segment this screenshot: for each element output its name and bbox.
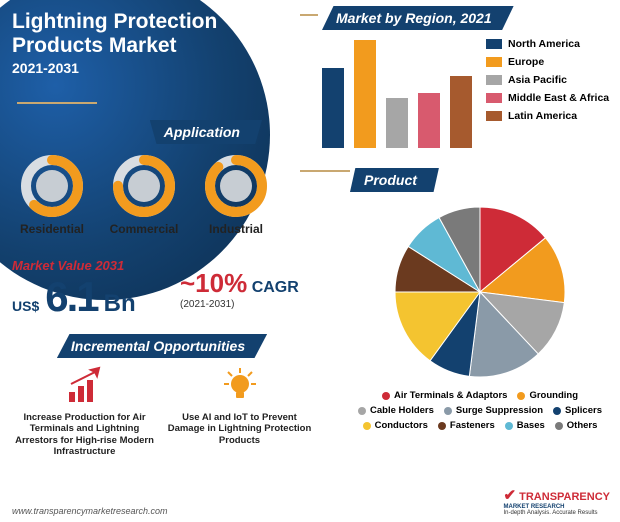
- donut-label: Commercial: [104, 222, 184, 236]
- cagr-label: CAGR: [252, 279, 299, 296]
- title-line2: Products Market: [12, 34, 217, 58]
- market-value-number: 6.1: [45, 273, 97, 321]
- title-block: Lightning Protection Products Market 202…: [12, 10, 217, 76]
- region-section: Market by Region, 2021 North America Euro…: [322, 6, 612, 148]
- opp-card-0: Increase Production for Air Terminals an…: [12, 366, 157, 458]
- product-legend-item-1: Grounding: [517, 390, 578, 401]
- donut-label: Residential: [12, 222, 92, 236]
- logo-main: TRANSPARENCY: [519, 491, 610, 503]
- region-bar-0: [322, 68, 344, 148]
- legend-label: Middle East & Africa: [508, 92, 609, 104]
- product-legend-item-8: Others: [555, 420, 598, 431]
- opp-icon: [65, 366, 105, 406]
- product-pie: [390, 202, 570, 382]
- swatch: [444, 407, 452, 415]
- opp-icon: [220, 366, 260, 406]
- swatch: [486, 75, 502, 85]
- opp-text: Use AI and IoT to Prevent Damage in Ligh…: [167, 412, 312, 446]
- market-value-unit: Bn: [104, 290, 136, 318]
- product-legend-item-2: Cable Holders: [358, 405, 434, 416]
- region-bar-2: [386, 98, 408, 148]
- swatch: [363, 422, 371, 430]
- title-years: 2021-2031: [12, 60, 217, 76]
- region-legend-item-0: North America: [486, 38, 609, 50]
- swatch: [555, 422, 563, 430]
- cagr-pct: ~10%: [180, 268, 247, 298]
- logo-sub2: In-depth Analysis. Accurate Results: [504, 510, 611, 516]
- donut-2: Industrial: [196, 154, 276, 236]
- legend-label: Cable Holders: [370, 405, 434, 416]
- opp-card-1: Use AI and IoT to Prevent Damage in Ligh…: [167, 366, 312, 458]
- opp-text: Increase Production for Air Terminals an…: [12, 412, 157, 458]
- cagr-years: (2021-2031): [180, 299, 299, 310]
- region-legend-item-2: Asia Pacific: [486, 74, 609, 86]
- market-value-block: Market Value 2031 US$ 6.1 Bn: [12, 258, 136, 321]
- legend-label: Others: [567, 420, 598, 431]
- legend-label: Surge Suppression: [456, 405, 543, 416]
- product-legend-item-5: Conductors: [363, 420, 428, 431]
- legend-label: Europe: [508, 56, 544, 68]
- donut-0: Residential: [12, 154, 92, 236]
- swatch: [486, 111, 502, 121]
- product-legend-item-3: Surge Suppression: [444, 405, 543, 416]
- donut-1: Commercial: [104, 154, 184, 236]
- legend-label: North America: [508, 38, 580, 50]
- legend-label: Latin America: [508, 110, 577, 122]
- opportunities-section: Incremental Opportunities Increase Produ…: [12, 334, 312, 458]
- swatch: [553, 407, 561, 415]
- market-value-currency: US$: [12, 298, 39, 314]
- footer-logo: ✔ TRANSPARENCY MARKET RESEARCH In-depth …: [504, 486, 611, 516]
- legend-label: Bases: [517, 420, 545, 431]
- donut-label: Industrial: [196, 222, 276, 236]
- swatch: [358, 407, 366, 415]
- region-legend-item-1: Europe: [486, 56, 609, 68]
- cagr-block: ~10% CAGR (2021-2031): [180, 268, 299, 310]
- legend-label: Splicers: [565, 405, 602, 416]
- region-bar-3: [418, 93, 440, 148]
- region-bar-4: [450, 76, 472, 148]
- region-legend-item-4: Latin America: [486, 110, 609, 122]
- application-tag: Application: [150, 120, 262, 144]
- opportunities-tag: Incremental Opportunities: [57, 334, 267, 358]
- legend-label: Fasteners: [450, 420, 495, 431]
- region-bar-1: [354, 40, 376, 148]
- region-tag: Market by Region, 2021: [322, 6, 514, 30]
- product-section: Product Air Terminals & Adaptors Groundin…: [350, 168, 610, 431]
- product-legend-item-7: Bases: [505, 420, 545, 431]
- swatch: [486, 57, 502, 67]
- product-legend-item-4: Splicers: [553, 405, 602, 416]
- swatch: [382, 392, 390, 400]
- legend-label: Grounding: [529, 390, 578, 401]
- legend-label: Asia Pacific: [508, 74, 567, 86]
- region-legend-item-3: Middle East & Africa: [486, 92, 609, 104]
- application-section: Application Residential Commercial Indus…: [12, 120, 292, 236]
- swatch: [517, 392, 525, 400]
- product-legend-item-0: Air Terminals & Adaptors: [382, 390, 508, 401]
- swatch: [438, 422, 446, 430]
- product-legend-item-6: Fasteners: [438, 420, 495, 431]
- swatch: [486, 39, 502, 49]
- footer-url: www.transparencymarketresearch.com: [12, 506, 168, 516]
- swatch: [505, 422, 513, 430]
- title-line1: Lightning Protection: [12, 10, 217, 34]
- swatch: [486, 93, 502, 103]
- market-value-label: Market Value 2031: [12, 258, 136, 273]
- legend-label: Air Terminals & Adaptors: [394, 390, 508, 401]
- product-tag: Product: [350, 168, 439, 192]
- legend-label: Conductors: [375, 420, 428, 431]
